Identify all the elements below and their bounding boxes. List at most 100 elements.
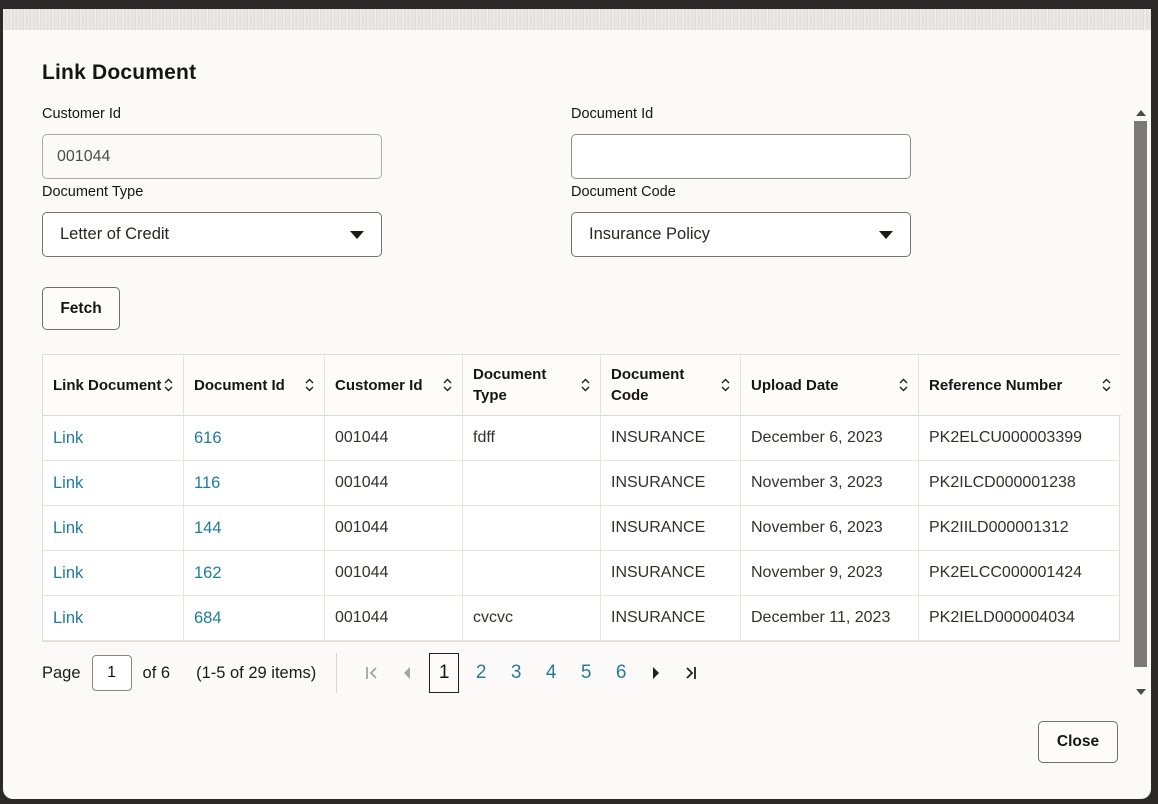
sort-icon[interactable] xyxy=(580,377,591,393)
document-code-label: Document Code xyxy=(571,184,676,200)
table-cell: Link xyxy=(43,596,184,641)
document-id-label: Document Id xyxy=(571,106,654,122)
background-page-band xyxy=(3,9,1151,30)
chevron-down-icon xyxy=(350,230,364,239)
table-cell: PK2IILD000001312 xyxy=(919,506,1121,551)
table-cell: December 11, 2023 xyxy=(741,596,919,641)
first-page-icon xyxy=(366,667,377,679)
page-nav: 1 2 3 4 5 6 xyxy=(359,653,704,693)
link-document-link[interactable]: Link xyxy=(53,563,84,582)
sort-icon[interactable] xyxy=(720,377,731,393)
table-cell: PK2ILCD000001238 xyxy=(919,461,1121,506)
column-header-document-type[interactable]: Document Type xyxy=(463,355,601,416)
column-header-document-code[interactable]: Document Code xyxy=(601,355,741,416)
document-id-link[interactable]: 684 xyxy=(194,608,222,627)
table-cell xyxy=(463,506,601,551)
table-cell: cvcvc xyxy=(463,596,601,641)
link-document-link[interactable]: Link xyxy=(53,473,84,492)
sort-icon[interactable] xyxy=(1101,377,1112,393)
table-cell: 001044 xyxy=(325,461,463,506)
column-header-link-document[interactable]: Link Document xyxy=(43,355,184,416)
close-button[interactable]: Close xyxy=(1038,721,1118,763)
table-cell: November 9, 2023 xyxy=(741,551,919,596)
column-header-upload-date[interactable]: Upload Date xyxy=(741,355,919,416)
table-cell: INSURANCE xyxy=(601,461,741,506)
sort-icon[interactable] xyxy=(442,377,453,393)
scroll-up-icon[interactable] xyxy=(1136,110,1146,116)
table-cell xyxy=(463,461,601,506)
link-document-link[interactable]: Link xyxy=(53,518,84,537)
page-total-label: of 6 xyxy=(142,663,171,682)
page-link-1[interactable]: 1 xyxy=(429,653,460,693)
column-header-customer-id[interactable]: Customer Id xyxy=(325,355,463,416)
table-cell: INSURANCE xyxy=(601,551,741,596)
search-form: Customer Id Document Id Document Type Le… xyxy=(42,106,1151,262)
document-code-select[interactable]: Insurance Policy xyxy=(571,212,911,257)
next-page-icon xyxy=(653,667,660,679)
pager-divider xyxy=(336,653,338,693)
page-link-5[interactable]: 5 xyxy=(580,662,592,683)
sort-icon[interactable] xyxy=(163,377,174,393)
table-cell: Link xyxy=(43,461,184,506)
table-cell: INSURANCE xyxy=(601,596,741,641)
link-document-link[interactable]: Link xyxy=(53,428,84,447)
sort-icon[interactable] xyxy=(898,377,909,393)
document-id-link[interactable]: 144 xyxy=(194,518,222,537)
scrollbar-thumb[interactable] xyxy=(1134,121,1147,667)
document-id-link[interactable]: 162 xyxy=(194,563,222,582)
next-page-button[interactable] xyxy=(643,653,669,693)
page-link-3[interactable]: 3 xyxy=(510,662,522,683)
table-cell: 116 xyxy=(184,461,325,506)
link-document-dialog: Link Document Customer Id Document Id Do… xyxy=(3,30,1151,799)
table-cell: INSURANCE xyxy=(601,416,741,461)
page-number-input[interactable] xyxy=(91,655,132,691)
page-link-2[interactable]: 2 xyxy=(475,662,487,683)
last-page-button[interactable] xyxy=(678,653,704,693)
table-cell xyxy=(463,551,601,596)
items-range-label: (1-5 of 29 items) xyxy=(196,663,317,682)
table-cell: November 3, 2023 xyxy=(741,461,919,506)
document-id-link[interactable]: 616 xyxy=(194,428,222,447)
table-cell: November 6, 2023 xyxy=(741,506,919,551)
table-cell: 001044 xyxy=(325,596,463,641)
documents-table: Link Document Document Id Customer Id Do… xyxy=(42,354,1121,642)
table-cell: INSURANCE xyxy=(601,506,741,551)
page-link-6[interactable]: 6 xyxy=(615,662,627,683)
fetch-button[interactable]: Fetch xyxy=(42,287,120,330)
scroll-down-icon[interactable] xyxy=(1136,689,1146,695)
table-cell: PK2ELCC000001424 xyxy=(919,551,1121,596)
previous-page-button[interactable] xyxy=(394,653,420,693)
table-cell: Link xyxy=(43,416,184,461)
pagination-bar: Page of 6 (1-5 of 29 items) 1 2 3 4 5 6 xyxy=(42,651,1120,695)
link-document-link[interactable]: Link xyxy=(53,608,84,627)
customer-id-input[interactable] xyxy=(42,134,382,179)
table-cell: PK2IELD000004034 xyxy=(919,596,1121,641)
page-link-4[interactable]: 4 xyxy=(545,662,557,683)
vertical-scrollbar xyxy=(1134,108,1148,695)
table-cell: 162 xyxy=(184,551,325,596)
table-cell: 001044 xyxy=(325,506,463,551)
table-cell: Link xyxy=(43,551,184,596)
table-cell: 001044 xyxy=(325,551,463,596)
sort-icon[interactable] xyxy=(304,377,315,393)
table-cell: Link xyxy=(43,506,184,551)
document-code-value: Insurance Policy xyxy=(589,225,711,243)
last-page-icon xyxy=(686,667,697,679)
table-cell: 001044 xyxy=(325,416,463,461)
table-cell: PK2ELCU000003399 xyxy=(919,416,1121,461)
column-header-reference-number[interactable]: Reference Number xyxy=(919,355,1121,416)
customer-id-label: Customer Id xyxy=(42,106,121,122)
first-page-button[interactable] xyxy=(359,653,385,693)
document-id-link[interactable]: 116 xyxy=(194,473,221,492)
document-type-value: Letter of Credit xyxy=(60,225,170,243)
document-id-input[interactable] xyxy=(571,134,911,179)
column-header-document-id[interactable]: Document Id xyxy=(184,355,325,416)
table-cell: December 6, 2023 xyxy=(741,416,919,461)
table-cell: 684 xyxy=(184,596,325,641)
table-cell: 616 xyxy=(184,416,325,461)
document-type-select[interactable]: Letter of Credit xyxy=(42,212,382,257)
table-cell: 144 xyxy=(184,506,325,551)
page-title: Link Document xyxy=(42,61,197,84)
previous-page-icon xyxy=(404,667,411,679)
